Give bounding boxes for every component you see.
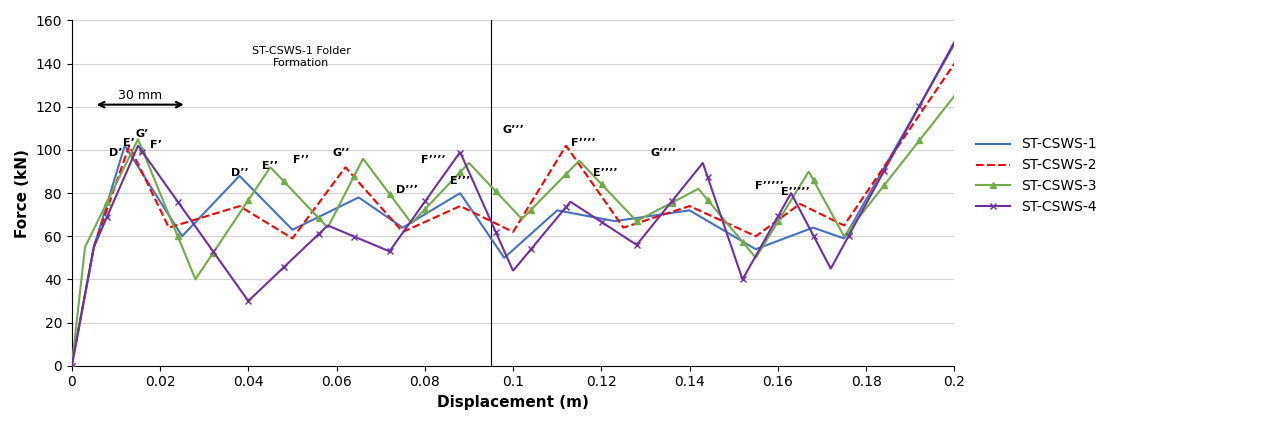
ST-CSWS-2 [921,99,936,104]
Text: 30 mm: 30 mm [118,89,162,102]
ST-CSWS-2 [469,212,485,217]
ST-CSWS-2 [64,363,80,368]
ST-CSWS-1 [494,250,509,255]
ST-CSWS-3 [921,126,936,131]
ST-CSWS-1 [921,87,936,92]
Text: G’: G’ [136,129,149,139]
ST-CSWS-1 [64,363,80,368]
Text: F’’’’: F’’’’ [571,138,595,147]
ST-CSWS-3 [109,180,125,185]
Text: F’’’’: F’’’’ [422,155,446,165]
ST-CSWS-4 [109,192,125,197]
ST-CSWS-4 [946,40,962,45]
ST-CSWS-3 [494,194,509,199]
Text: E’’’: E’’’ [450,176,471,187]
Text: E’’’’: E’’’’ [593,168,619,178]
Line: ST-CSWS-1: ST-CSWS-1 [72,44,954,366]
Text: D’’’: D’’’ [396,185,418,195]
Line: ST-CSWS-4: ST-CSWS-4 [68,39,958,369]
ST-CSWS-4 [921,86,936,91]
ST-CSWS-2 [494,224,509,229]
Line: ST-CSWS-3: ST-CSWS-3 [68,93,958,369]
ST-CSWS-4 [64,363,80,368]
ST-CSWS-3 [759,238,774,243]
X-axis label: Displacement (m): Displacement (m) [437,395,589,410]
ST-CSWS-3 [64,363,80,368]
ST-CSWS-1 [469,216,485,221]
ST-CSWS-4 [469,189,485,194]
Text: E’’: E’’ [262,162,278,171]
Text: ST-CSWS-1 Folder
Formation: ST-CSWS-1 Folder Formation [252,46,351,68]
Text: F’: F’ [149,140,162,150]
ST-CSWS-4 [921,87,936,92]
Text: D’: D’ [109,148,122,159]
Line: ST-CSWS-2: ST-CSWS-2 [72,64,954,366]
ST-CSWS-1 [109,169,125,174]
Text: G’’’’: G’’’’ [649,148,676,159]
Text: D’’: D’’ [230,168,248,178]
Y-axis label: Force (kN): Force (kN) [15,149,30,238]
ST-CSWS-4 [494,241,509,246]
Text: E’’’’’: E’’’’’ [781,187,810,197]
ST-CSWS-4 [759,234,774,239]
ST-CSWS-1 [759,243,774,248]
Legend: ST-CSWS-1, ST-CSWS-2, ST-CSWS-3, ST-CSWS-4: ST-CSWS-1, ST-CSWS-2, ST-CSWS-3, ST-CSWS… [970,132,1102,220]
Text: F’’’’’: F’’’’’ [755,181,783,191]
Text: F’’: F’’ [293,155,310,165]
Text: G’’’: G’’’ [502,125,523,135]
ST-CSWS-3 [469,170,485,175]
Text: E’: E’ [123,138,135,147]
Text: G’’: G’’ [332,148,350,159]
ST-CSWS-3 [921,127,936,132]
ST-CSWS-2 [759,226,774,231]
ST-CSWS-2 [109,178,125,184]
ST-CSWS-3 [946,94,962,99]
ST-CSWS-2 [946,61,962,66]
ST-CSWS-1 [921,88,936,93]
ST-CSWS-2 [921,99,936,105]
ST-CSWS-1 [946,42,962,47]
